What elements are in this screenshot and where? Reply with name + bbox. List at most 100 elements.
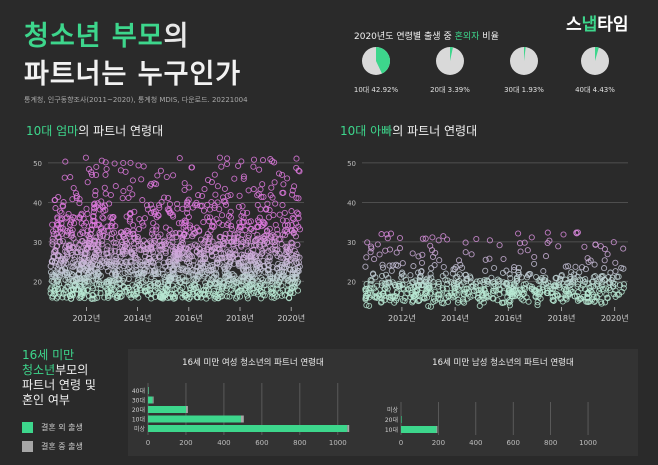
mom-point — [293, 155, 300, 162]
mom-point — [130, 227, 137, 234]
mom-point — [295, 264, 302, 271]
dad-point — [592, 273, 599, 280]
mom-point — [176, 230, 183, 238]
mom-point — [125, 194, 132, 201]
pie-label: 10대 42.92% — [354, 86, 399, 94]
mom-point — [185, 196, 192, 203]
dad-point — [436, 257, 443, 264]
dad-point — [581, 279, 589, 286]
mom-point — [141, 287, 149, 294]
dad-point — [431, 262, 438, 269]
mom-point — [264, 266, 271, 273]
mom-point — [214, 183, 221, 190]
mom-point — [186, 224, 193, 231]
dad-point — [392, 283, 399, 290]
mom-point — [149, 227, 156, 234]
mom-point — [228, 226, 235, 233]
dad-point — [456, 271, 463, 278]
dad-point — [415, 298, 422, 305]
mom-point — [269, 264, 276, 271]
dad-x-tick: 2014년 — [441, 313, 469, 323]
dad-point — [452, 274, 459, 281]
dad-point — [592, 241, 599, 248]
mom-point — [200, 219, 207, 226]
dad-y-tick: 30 — [347, 239, 356, 247]
dad-point — [428, 265, 435, 272]
mom-point — [268, 184, 275, 191]
mom-point — [58, 215, 66, 222]
mom-point — [288, 251, 295, 258]
mom-point — [137, 287, 144, 294]
mom-point — [265, 247, 272, 254]
dad-point — [609, 274, 616, 281]
dad-point — [601, 246, 608, 253]
mom-point — [73, 276, 80, 283]
mom-point — [293, 194, 300, 202]
dad-point — [365, 287, 373, 294]
mom-point — [182, 291, 189, 298]
mom-point — [139, 197, 146, 204]
female-bar-category: 10대 — [132, 416, 145, 424]
mom-point — [95, 222, 102, 229]
mom-point — [188, 164, 195, 171]
mom-point — [161, 273, 168, 280]
dad-point — [581, 243, 588, 250]
mom-point — [275, 170, 283, 177]
dad-point — [496, 242, 503, 249]
mom-point — [177, 287, 184, 294]
female-bar-x-tick: 400 — [217, 439, 230, 447]
mom-point — [250, 186, 257, 193]
mom-point — [196, 246, 204, 253]
pie-slice-20대 — [450, 47, 453, 61]
dad-point — [555, 243, 562, 250]
mom-point — [224, 222, 231, 229]
mom-point — [49, 221, 56, 228]
mom-point — [247, 225, 254, 233]
mom-point — [55, 281, 63, 288]
mom-point — [135, 226, 142, 233]
dad-x-tick: 2016년 — [494, 313, 522, 323]
mom-point — [164, 286, 171, 293]
mom-point — [130, 230, 137, 237]
dad-point — [387, 293, 394, 300]
mom-point — [130, 222, 137, 229]
dad-point — [366, 302, 373, 309]
mom-point — [291, 247, 298, 254]
mom-point — [119, 195, 126, 202]
mom-point — [108, 262, 115, 269]
mom-point — [195, 192, 202, 199]
mom-point — [293, 164, 300, 171]
mom-point — [232, 279, 240, 286]
brand-logo: 스냅타임 — [566, 15, 629, 35]
mom-point — [289, 191, 296, 198]
female-bar-out-of-wedlock — [148, 415, 241, 423]
dad-point — [386, 262, 393, 269]
mom-point — [63, 227, 70, 234]
mom-point — [234, 230, 241, 237]
mom-point — [71, 262, 78, 269]
mom-point — [295, 195, 302, 202]
mom-point — [147, 201, 154, 208]
dad-point — [604, 251, 611, 258]
mom-point — [69, 196, 76, 203]
mom-point — [196, 291, 203, 298]
mom-point — [239, 203, 246, 210]
mom-point — [214, 242, 221, 249]
dad-point — [585, 289, 592, 296]
mom-point — [184, 209, 191, 217]
mom-point — [80, 275, 87, 282]
mom-point — [111, 160, 118, 167]
dad-point — [612, 259, 619, 266]
dad-point — [482, 267, 489, 274]
mom-point — [102, 190, 109, 197]
mom-point — [64, 283, 71, 290]
dad-point — [591, 261, 598, 268]
mom-point — [260, 235, 267, 242]
dad-point — [393, 249, 400, 256]
mom-point — [161, 237, 168, 244]
female-bar-out-of-wedlock — [148, 425, 348, 432]
dad-point — [496, 285, 503, 292]
mom-point — [60, 290, 67, 297]
female-bar-in-wedlock — [241, 415, 244, 423]
mom-point — [271, 159, 278, 166]
